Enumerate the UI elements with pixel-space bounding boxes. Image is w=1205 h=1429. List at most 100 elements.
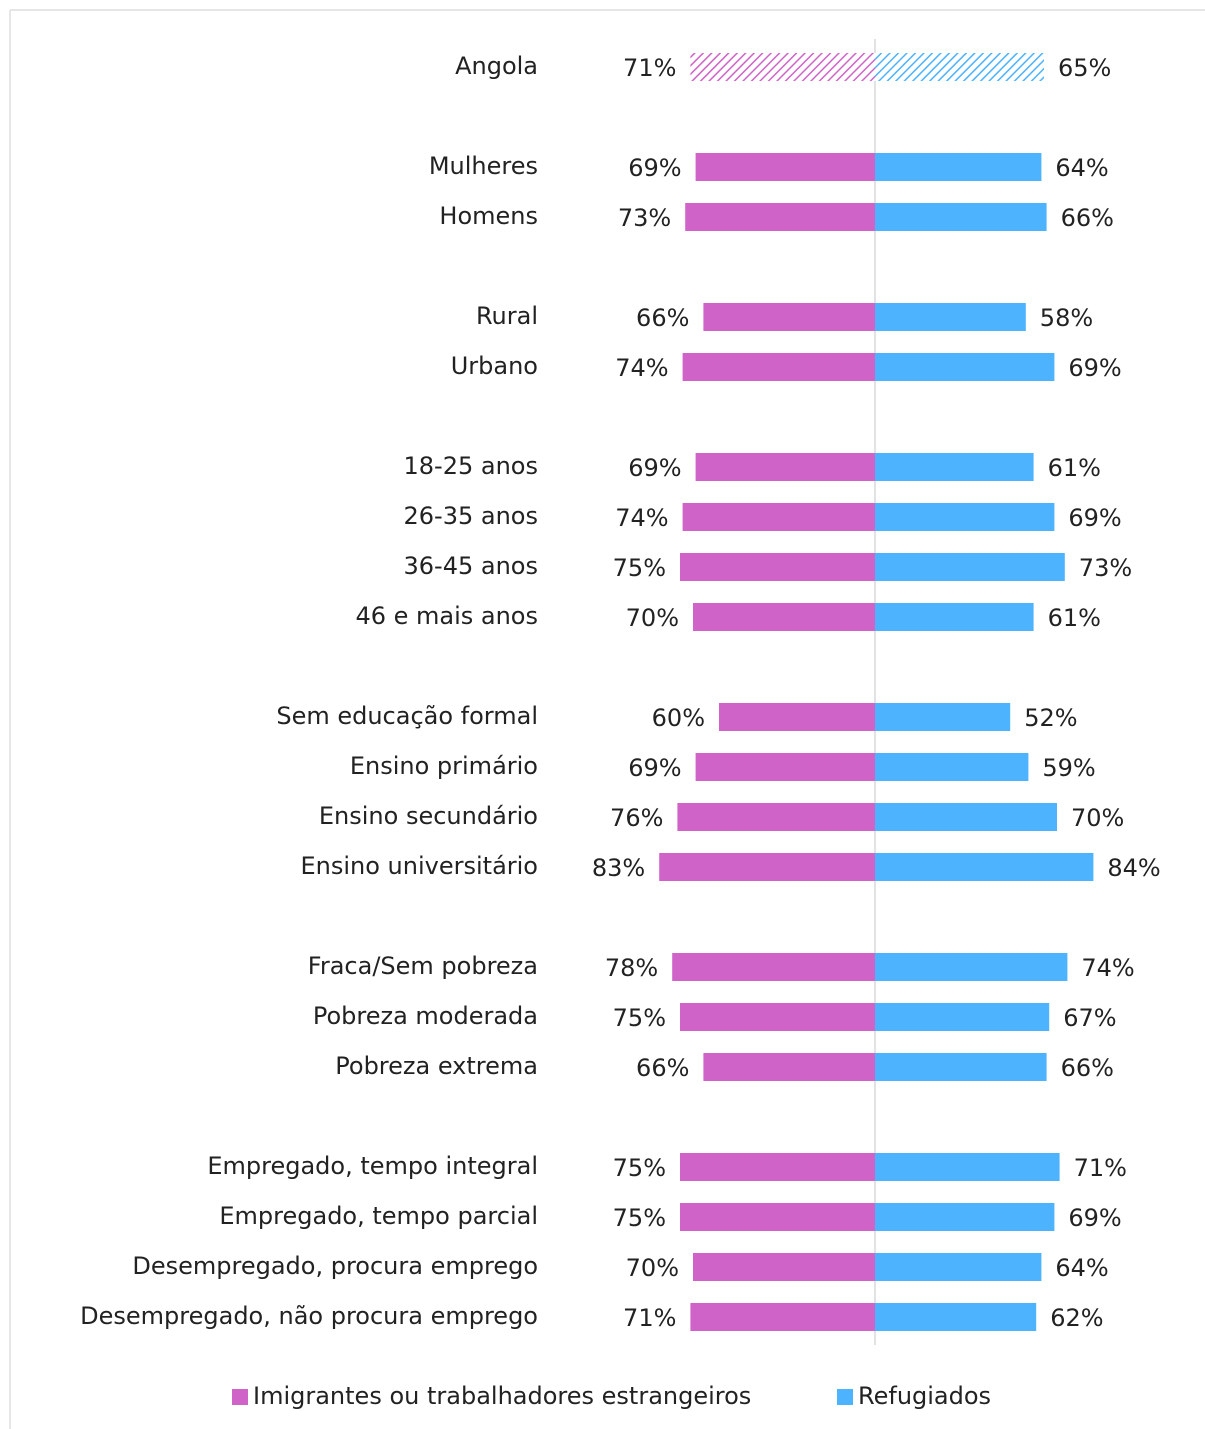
value-label: 71% bbox=[623, 54, 676, 82]
legend-swatch bbox=[232, 1389, 248, 1405]
value-label: 62% bbox=[1050, 1304, 1103, 1332]
bar bbox=[875, 303, 1026, 331]
bar bbox=[690, 1303, 875, 1331]
bar bbox=[875, 803, 1057, 831]
value-label: 69% bbox=[1068, 1204, 1121, 1232]
bar bbox=[875, 1253, 1042, 1281]
value-label: 52% bbox=[1024, 704, 1077, 732]
category-label: Pobreza extrema bbox=[335, 1052, 538, 1080]
value-label: 69% bbox=[628, 754, 681, 782]
bar bbox=[719, 703, 875, 731]
bar bbox=[659, 853, 875, 881]
value-label: 76% bbox=[610, 804, 663, 832]
value-label: 58% bbox=[1040, 304, 1093, 332]
value-label: 70% bbox=[1071, 804, 1124, 832]
category-label: Ensino universitário bbox=[300, 852, 538, 880]
bar bbox=[680, 1003, 875, 1031]
value-label: 61% bbox=[1048, 604, 1101, 632]
bar bbox=[875, 553, 1065, 581]
bar bbox=[672, 953, 875, 981]
legend-label: Refugiados bbox=[858, 1382, 991, 1410]
value-label: 83% bbox=[592, 854, 645, 882]
category-label: 36-45 anos bbox=[404, 552, 538, 580]
value-label: 75% bbox=[613, 1204, 666, 1232]
bar bbox=[695, 453, 875, 481]
category-label: Pobreza moderada bbox=[313, 1002, 538, 1030]
bar bbox=[875, 853, 1094, 881]
bar bbox=[680, 553, 875, 581]
bar bbox=[693, 603, 875, 631]
category-label: Sem educação formal bbox=[276, 702, 538, 730]
category-label: Empregado, tempo integral bbox=[207, 1152, 538, 1180]
bar bbox=[685, 203, 875, 231]
bar bbox=[703, 1053, 875, 1081]
value-label: 65% bbox=[1058, 54, 1111, 82]
category-label: 46 e mais anos bbox=[355, 602, 538, 630]
category-label: Desempregado, não procura emprego bbox=[80, 1302, 538, 1330]
value-label: 73% bbox=[1079, 554, 1132, 582]
category-label: Mulheres bbox=[429, 152, 538, 180]
bar bbox=[875, 453, 1034, 481]
value-label: 75% bbox=[613, 1154, 666, 1182]
bar bbox=[680, 1153, 875, 1181]
category-label: Rural bbox=[476, 302, 538, 330]
value-label: 74% bbox=[615, 504, 668, 532]
bar bbox=[875, 503, 1055, 531]
value-label: 66% bbox=[1061, 1054, 1114, 1082]
value-label: 74% bbox=[1081, 954, 1134, 982]
bar bbox=[693, 1253, 875, 1281]
legend-swatch bbox=[837, 1389, 853, 1405]
bar bbox=[875, 1303, 1037, 1331]
bar bbox=[680, 1203, 875, 1231]
value-label: 74% bbox=[615, 354, 668, 382]
value-label: 66% bbox=[636, 1054, 689, 1082]
bar bbox=[677, 803, 875, 831]
bar bbox=[875, 703, 1011, 731]
value-label: 75% bbox=[613, 554, 666, 582]
category-label: Urbano bbox=[451, 352, 538, 380]
category-label: 26-35 anos bbox=[404, 502, 538, 530]
category-label: Empregado, tempo parcial bbox=[219, 1202, 538, 1230]
bar bbox=[682, 503, 875, 531]
bar bbox=[875, 1203, 1055, 1231]
category-label: Homens bbox=[439, 202, 538, 230]
bar bbox=[695, 753, 875, 781]
bar bbox=[875, 1053, 1047, 1081]
value-label: 70% bbox=[626, 604, 679, 632]
value-label: 67% bbox=[1063, 1004, 1116, 1032]
bar bbox=[875, 753, 1029, 781]
category-label: Ensino secundário bbox=[319, 802, 538, 830]
value-label: 59% bbox=[1042, 754, 1095, 782]
category-label: Fraca/Sem pobreza bbox=[308, 952, 538, 980]
value-label: 64% bbox=[1055, 1254, 1108, 1282]
bar bbox=[875, 53, 1044, 81]
value-label: 60% bbox=[652, 704, 705, 732]
category-label: Desempregado, procura emprego bbox=[132, 1252, 538, 1280]
bar bbox=[695, 153, 875, 181]
bar bbox=[875, 603, 1034, 631]
category-label: Ensino primário bbox=[350, 752, 538, 780]
bar bbox=[875, 153, 1042, 181]
bar bbox=[690, 53, 875, 81]
bar bbox=[875, 953, 1068, 981]
value-label: 75% bbox=[613, 1004, 666, 1032]
bar bbox=[703, 303, 875, 331]
bar bbox=[682, 353, 875, 381]
bar bbox=[875, 353, 1055, 381]
value-label: 70% bbox=[626, 1254, 679, 1282]
value-label: 66% bbox=[636, 304, 689, 332]
value-label: 73% bbox=[618, 204, 671, 232]
bar bbox=[875, 1153, 1060, 1181]
category-label: 18-25 anos bbox=[404, 452, 538, 480]
bar bbox=[875, 1003, 1050, 1031]
bar bbox=[875, 203, 1047, 231]
value-label: 69% bbox=[1068, 354, 1121, 382]
value-label: 64% bbox=[1055, 154, 1108, 182]
value-label: 71% bbox=[1074, 1154, 1127, 1182]
value-label: 71% bbox=[623, 1304, 676, 1332]
category-label: Angola bbox=[455, 52, 538, 80]
value-label: 69% bbox=[1068, 504, 1121, 532]
value-label: 69% bbox=[628, 154, 681, 182]
value-label: 69% bbox=[628, 454, 681, 482]
